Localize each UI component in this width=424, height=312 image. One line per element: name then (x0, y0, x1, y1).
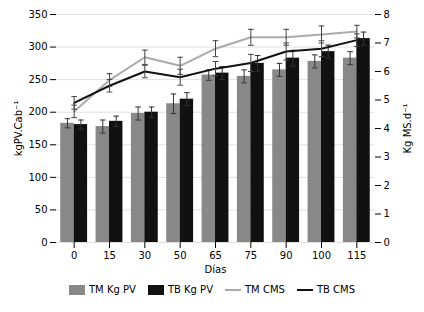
svg-text:30: 30 (138, 250, 151, 261)
html-text:TM CMS: TM CMS (245, 284, 285, 295)
svg-text:90: 90 (280, 250, 293, 261)
svg-text:7: 7 (384, 37, 390, 48)
svg-text:2: 2 (384, 180, 390, 191)
svg-text:3: 3 (384, 151, 390, 162)
svg-text:5: 5 (384, 94, 390, 105)
svg-text:Kg MS.d⁻¹: Kg MS.d⁻¹ (402, 104, 413, 154)
svg-text:100: 100 (28, 172, 47, 183)
svg-text:300: 300 (28, 41, 47, 52)
svg-text:4: 4 (384, 123, 390, 134)
html-text:TM Kg PV: TM Kg PV (89, 284, 136, 295)
svg-text:Días: Días (205, 264, 227, 275)
svg-text:115: 115 (347, 250, 366, 261)
svg-text:50: 50 (35, 204, 48, 215)
svg-text:8: 8 (384, 9, 390, 20)
svg-text:75: 75 (244, 250, 257, 261)
svg-text:0: 0 (41, 237, 47, 248)
svg-text:1: 1 (384, 208, 390, 219)
html-text:TB CMS: TB CMS (316, 284, 355, 295)
svg-text:350: 350 (28, 9, 47, 20)
svg-text:0: 0 (71, 250, 77, 261)
svg-text:200: 200 (28, 106, 47, 117)
svg-text:150: 150 (28, 139, 47, 150)
svg-text:kgPV.Cab⁻¹: kgPV.Cab⁻¹ (13, 101, 24, 157)
svg-text:100: 100 (312, 250, 331, 261)
html-text:TB Kg PV: TB Kg PV (167, 284, 213, 295)
svg-text:15: 15 (103, 250, 116, 261)
svg-text:65: 65 (209, 250, 222, 261)
svg-text:0: 0 (384, 237, 390, 248)
svg-text:50: 50 (174, 250, 187, 261)
svg-text:6: 6 (384, 66, 390, 77)
svg-text:250: 250 (28, 74, 47, 85)
